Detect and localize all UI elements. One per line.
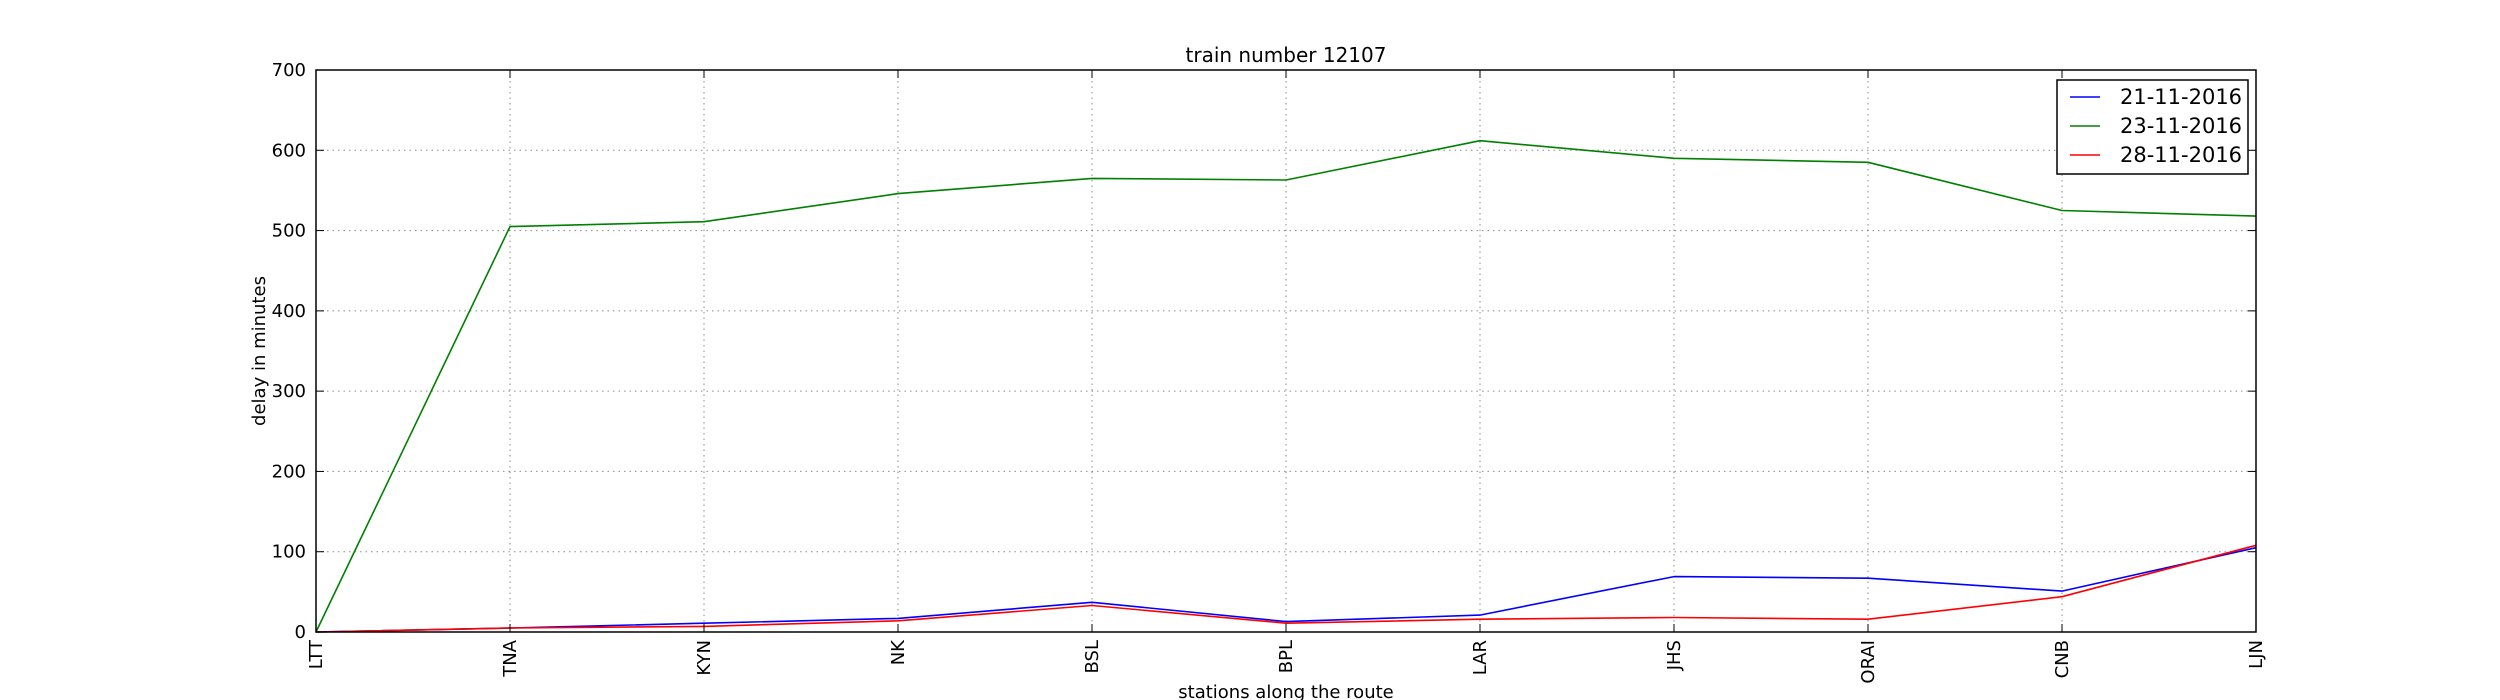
x-tick-label: CNB (2052, 640, 2073, 678)
y-tick-label: 700 (272, 60, 306, 81)
x-tick-label: JHS (1664, 640, 1685, 671)
y-tick-label: 200 (272, 461, 306, 482)
legend: 21-11-2016 23-11-2016 28-11-2016 (2056, 79, 2249, 175)
legend-box (2056, 79, 2249, 175)
axis-ticks (315, 69, 2257, 633)
series-line-21-11-2016 (315, 546, 2257, 633)
x-tick-label: KYN (694, 640, 715, 676)
legend-label: 21-11-2016 (2120, 85, 2242, 109)
y-axis-title: delay in minutes (249, 276, 270, 426)
x-tick-label: ORAI (1858, 640, 1879, 684)
legend-label: 28-11-2016 (2120, 143, 2242, 167)
series-line-23-11-2016 (315, 139, 2257, 633)
series-line-28-11-2016 (315, 544, 2257, 633)
y-tick-label: 100 (272, 542, 306, 563)
x-axis-title: stations along the route (1178, 682, 1393, 700)
x-tick-label: BSL (1082, 640, 1103, 674)
y-tick-label: 0 (295, 622, 306, 643)
y-tick-label: 500 (272, 221, 306, 242)
y-tick-label: 600 (272, 140, 306, 161)
x-tick-label: TNA (500, 639, 521, 677)
series-lines (315, 139, 2257, 633)
x-tick-label: LTT (306, 639, 327, 669)
axis-tick-labels: 0 100 200 300 400 500 600 700 LTT TNA KYN NK BSL BPL L… (272, 60, 2267, 684)
x-tick-label: LJN (2246, 640, 2267, 669)
x-tick-label: LAR (1470, 640, 1491, 675)
x-tick-label: BPL (1276, 640, 1297, 673)
y-tick-label: 400 (272, 301, 306, 322)
legend-label: 23-11-2016 (2120, 114, 2242, 138)
chart-title: train number 12107 (1186, 43, 1387, 67)
x-tick-label: NK (888, 639, 909, 665)
y-tick-label: 300 (272, 381, 306, 402)
